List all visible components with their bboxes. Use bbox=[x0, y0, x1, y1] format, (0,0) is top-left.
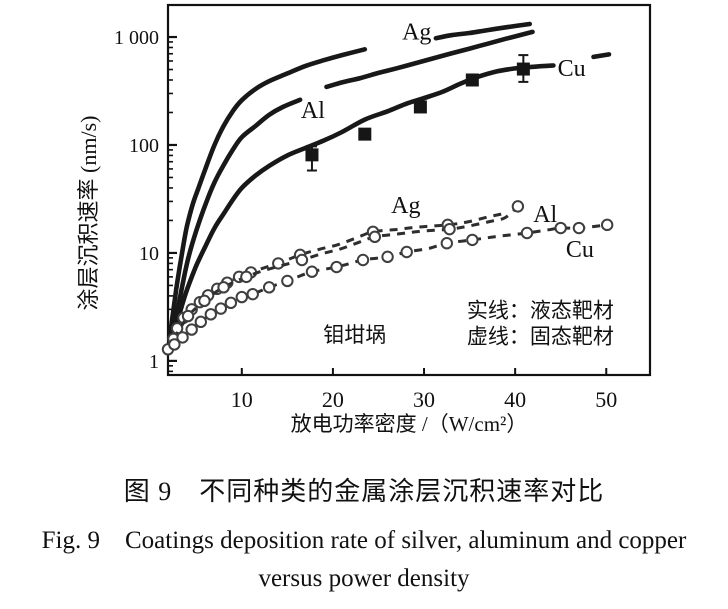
data-point-circle bbox=[272, 257, 285, 270]
data-point-circle bbox=[217, 281, 230, 294]
y-tick-label: 1 bbox=[149, 351, 159, 373]
data-point-circle bbox=[356, 253, 370, 267]
series-label-al-liquid-target: Al bbox=[301, 98, 325, 124]
crucible-annotation: 钼坩埚 bbox=[323, 323, 386, 347]
curve-ag-liquid-target bbox=[166, 47, 368, 348]
data-point-circle bbox=[368, 230, 382, 244]
x-tick-label: 40 bbox=[504, 387, 526, 412]
data-point-circle bbox=[281, 274, 294, 288]
data-point-circle bbox=[520, 226, 534, 240]
data-point-square bbox=[358, 127, 372, 141]
data-point-circle bbox=[235, 290, 249, 304]
data-point-circle bbox=[204, 308, 218, 321]
y-tick-label: 100 bbox=[129, 135, 159, 157]
data-point-circle bbox=[381, 250, 394, 264]
data-point-circle bbox=[572, 221, 586, 235]
curve-al-liquid-target bbox=[324, 29, 535, 90]
data-point-circle bbox=[185, 323, 198, 336]
deposition-rate-chart: 1 10 100 1 000 10 20 30 40 50 涂层沉积速率 (nm/s) 放电功率密度… bbox=[76, 3, 652, 436]
series-label-al-solid-target: Al bbox=[533, 202, 557, 228]
legend-note-dashed-line: 虚线：固态靶材 bbox=[467, 324, 614, 348]
data-point-circle bbox=[511, 200, 525, 213]
x-tick-label: 20 bbox=[322, 387, 344, 412]
series-label-ag-liquid-target: Ag bbox=[402, 20, 431, 46]
data-point-circle bbox=[305, 265, 319, 278]
data-point-circle bbox=[443, 222, 456, 236]
data-point-circle bbox=[240, 270, 253, 284]
data-point-circle bbox=[600, 218, 614, 232]
data-point-circle bbox=[194, 315, 208, 329]
y-tick-label: 1 000 bbox=[114, 27, 159, 49]
data-point-square bbox=[465, 73, 479, 87]
figure-9: 1 10 100 1 000 10 20 30 40 50 涂层沉积速率 (nm/s) 放电功率密度… bbox=[0, 3, 728, 593]
curve-cu-liquid-target bbox=[591, 52, 612, 60]
data-point-circle bbox=[214, 302, 228, 315]
plot-frame bbox=[166, 3, 652, 377]
data-point-circle bbox=[168, 338, 181, 351]
data-point-circle bbox=[246, 287, 259, 301]
data-point-circle bbox=[295, 253, 309, 267]
data-point-square bbox=[516, 62, 530, 76]
y-axis-title: 涂层沉积速率 (nm/s) bbox=[76, 116, 101, 311]
series-label-cu-solid-target: Cu bbox=[566, 237, 594, 263]
caption-chinese: 图 9 不同种类的金属涂层沉积速率对比 bbox=[123, 477, 605, 506]
data-point-circle bbox=[466, 233, 479, 247]
curve-al-liquid-target bbox=[168, 97, 303, 348]
curve-ag-liquid-target bbox=[433, 21, 532, 41]
y-tick-label: 10 bbox=[139, 243, 159, 265]
x-axis-title: 放电功率密度 /（W/cm²） bbox=[291, 412, 528, 436]
data-point-circle bbox=[440, 237, 454, 250]
data-point-circle bbox=[262, 281, 276, 294]
data-point-circle bbox=[330, 260, 343, 274]
data-point-square bbox=[305, 148, 319, 162]
data-point-circle bbox=[198, 294, 211, 308]
x-tick-label: 30 bbox=[413, 387, 435, 412]
series-label-ag-solid-target: Ag bbox=[391, 193, 420, 219]
figure-caption: 图 9 不同种类的金属涂层沉积速率对比 Fig. 9 Coatings depo… bbox=[0, 471, 728, 593]
data-point-circle bbox=[400, 245, 413, 259]
data-point-circle bbox=[224, 296, 238, 310]
series-label-cu-liquid-target: Cu bbox=[558, 56, 586, 82]
data-point-square bbox=[413, 100, 427, 114]
x-tick-label: 10 bbox=[231, 387, 253, 412]
data-point-circle bbox=[181, 309, 195, 323]
legend-note-solid-line: 实线：液态靶材 bbox=[467, 298, 614, 322]
data-point-circle bbox=[554, 221, 567, 235]
x-tick-label: 50 bbox=[595, 387, 617, 412]
caption-english-line1: Fig. 9 Coatings deposition rate of silve… bbox=[41, 527, 687, 554]
data-point-circle bbox=[176, 331, 189, 344]
caption-english-line2: versus power density bbox=[258, 565, 470, 592]
